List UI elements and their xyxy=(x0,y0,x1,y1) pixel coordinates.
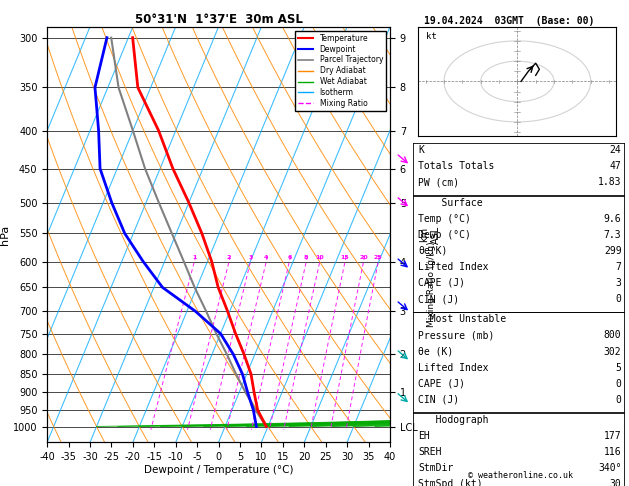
Text: 19.04.2024  03GMT  (Base: 00): 19.04.2024 03GMT (Base: 00) xyxy=(425,16,594,26)
Text: Temp (°C): Temp (°C) xyxy=(418,214,471,224)
Text: Lifted Index: Lifted Index xyxy=(418,363,489,373)
Text: 7: 7 xyxy=(616,262,621,272)
Y-axis label: hPa: hPa xyxy=(0,225,10,244)
Text: θe (K): θe (K) xyxy=(418,347,454,357)
Text: 340°: 340° xyxy=(598,463,621,473)
Text: CAPE (J): CAPE (J) xyxy=(418,278,465,288)
Text: CIN (J): CIN (J) xyxy=(418,395,459,405)
Text: 4: 4 xyxy=(264,256,269,260)
Text: 0: 0 xyxy=(616,395,621,405)
Text: 6: 6 xyxy=(287,256,292,260)
Text: kt: kt xyxy=(426,32,437,41)
Title: 50°31'N  1°37'E  30m ASL: 50°31'N 1°37'E 30m ASL xyxy=(135,13,303,26)
Text: Totals Totals: Totals Totals xyxy=(418,161,494,172)
Text: 1: 1 xyxy=(192,256,196,260)
Text: CAPE (J): CAPE (J) xyxy=(418,379,465,389)
Text: 0: 0 xyxy=(616,379,621,389)
Text: 3: 3 xyxy=(616,278,621,288)
Text: 15: 15 xyxy=(341,256,350,260)
Text: 20: 20 xyxy=(359,256,368,260)
Text: 177: 177 xyxy=(604,431,621,441)
Text: EH: EH xyxy=(418,431,430,441)
Text: θe(K): θe(K) xyxy=(418,246,448,256)
Text: 1.83: 1.83 xyxy=(598,177,621,188)
Text: 10: 10 xyxy=(316,256,324,260)
Text: 0: 0 xyxy=(616,294,621,304)
Text: Dewp (°C): Dewp (°C) xyxy=(418,230,471,240)
Text: 47: 47 xyxy=(610,161,621,172)
Y-axis label: km
ASL: km ASL xyxy=(419,226,440,243)
Text: Hodograph: Hodograph xyxy=(418,415,489,425)
Text: SREH: SREH xyxy=(418,447,442,457)
Text: Mixing Ratio (g/kg): Mixing Ratio (g/kg) xyxy=(426,242,436,327)
Text: 5: 5 xyxy=(616,363,621,373)
Text: 116: 116 xyxy=(604,447,621,457)
Text: PW (cm): PW (cm) xyxy=(418,177,459,188)
Text: 800: 800 xyxy=(604,330,621,341)
Text: Lifted Index: Lifted Index xyxy=(418,262,489,272)
Text: Most Unstable: Most Unstable xyxy=(418,314,506,325)
Text: StmSpd (kt): StmSpd (kt) xyxy=(418,479,483,486)
Text: Pressure (mb): Pressure (mb) xyxy=(418,330,494,341)
Text: K: K xyxy=(418,145,424,156)
Text: © weatheronline.co.uk: © weatheronline.co.uk xyxy=(469,471,573,480)
Legend: Temperature, Dewpoint, Parcel Trajectory, Dry Adiabat, Wet Adiabat, Isotherm, Mi: Temperature, Dewpoint, Parcel Trajectory… xyxy=(295,31,386,111)
Text: Surface: Surface xyxy=(418,198,483,208)
Text: 25: 25 xyxy=(374,256,382,260)
Text: 2: 2 xyxy=(227,256,231,260)
Text: 299: 299 xyxy=(604,246,621,256)
Text: 302: 302 xyxy=(604,347,621,357)
Text: StmDir: StmDir xyxy=(418,463,454,473)
Text: CIN (J): CIN (J) xyxy=(418,294,459,304)
Text: 3: 3 xyxy=(248,256,253,260)
Text: 9.6: 9.6 xyxy=(604,214,621,224)
Text: 8: 8 xyxy=(304,256,308,260)
Text: 30: 30 xyxy=(610,479,621,486)
Text: 7.3: 7.3 xyxy=(604,230,621,240)
Text: 24: 24 xyxy=(610,145,621,156)
X-axis label: Dewpoint / Temperature (°C): Dewpoint / Temperature (°C) xyxy=(144,465,293,475)
